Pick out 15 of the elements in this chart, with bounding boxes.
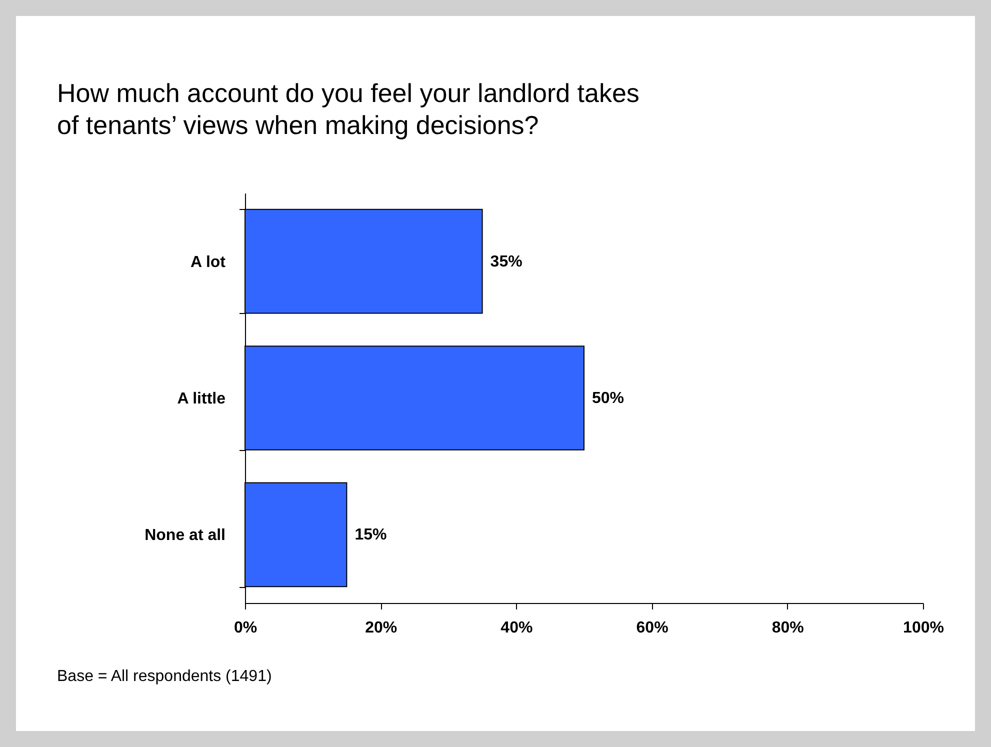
y-tick-label: A lot [190,254,226,271]
x-tick-label: 40% [500,620,533,636]
y-tick-label: A little [177,390,226,408]
data-label: 50% [592,390,624,407]
text: How much account do you feel your landlord takes [57,78,640,108]
x-tick-label: 0% [234,620,258,636]
x-tick-label: 80% [772,620,804,636]
text: of tenants’ views when making decisions? [57,110,539,140]
x-tick-label: 60% [636,620,668,636]
text: Base = All respondents (1491) [57,668,272,686]
data-label: 15% [354,526,387,544]
x-tick-label: 100% [903,620,944,636]
data-label: 35% [490,253,522,270]
x-tick-label: 20% [365,620,398,636]
y-tick-label: None at all [144,527,226,544]
